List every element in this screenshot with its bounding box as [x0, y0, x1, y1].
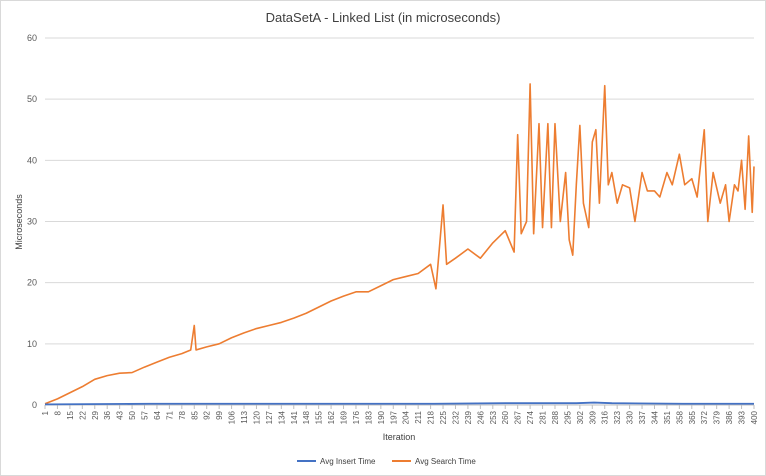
x-tick-label: 267 — [514, 410, 523, 424]
x-tick-label: 71 — [165, 410, 174, 419]
y-tick-label: 40 — [27, 155, 37, 165]
chart-title: DataSetA - Linked List (in microseconds) — [266, 10, 501, 25]
x-tick-label: 57 — [141, 410, 150, 419]
x-tick-label: 99 — [215, 410, 224, 419]
x-tick-label: 295 — [563, 410, 572, 424]
y-tick-labels: 0 10 20 30 40 50 60 — [27, 33, 37, 410]
legend-label-avg-insert-time: Avg Insert Time — [320, 457, 376, 466]
x-tick-label: 337 — [638, 410, 647, 424]
x-tick-label: 113 — [240, 410, 249, 423]
x-tick-label: 85 — [190, 410, 199, 419]
x-tick-label: 169 — [340, 410, 349, 424]
x-tick-label: 330 — [626, 410, 635, 424]
grid-layer — [45, 37, 754, 406]
x-tick-label: 386 — [725, 410, 734, 424]
x-tick-label: 211 — [414, 410, 423, 423]
series-line-avg-search-time — [44, 83, 755, 405]
x-tick-label: 365 — [688, 410, 697, 424]
x-tick-label: 323 — [613, 410, 622, 424]
legend-label-avg-search-time: Avg Search Time — [415, 457, 476, 466]
x-tick-label: 50 — [128, 410, 137, 419]
x-tick-label: 274 — [526, 410, 535, 424]
x-tick-label: 309 — [588, 410, 597, 424]
x-tick-label: 22 — [78, 410, 87, 419]
x-tick-label: 162 — [327, 410, 336, 424]
x-tick-label: 218 — [427, 410, 436, 424]
x-tick-label: 183 — [364, 410, 373, 424]
x-tick-label: 127 — [265, 410, 274, 424]
x-tick-label: 155 — [315, 410, 324, 424]
x-tick-label: 120 — [252, 410, 261, 424]
x-tick-label: 204 — [402, 410, 411, 424]
x-tick-label: 393 — [738, 410, 747, 424]
y-tick-label: 50 — [27, 94, 37, 104]
x-tick-label: 400 — [750, 410, 759, 424]
x-tick-label: 316 — [601, 410, 610, 424]
y-tick-label: 20 — [27, 278, 37, 288]
x-tick-label: 239 — [464, 410, 473, 424]
x-tick-label: 379 — [713, 410, 722, 424]
x-tick-label: 281 — [539, 410, 548, 424]
x-tick-label: 92 — [203, 410, 212, 419]
x-tick-label: 134 — [277, 410, 286, 424]
x-tick-label: 253 — [489, 410, 498, 424]
x-tick-label: 78 — [178, 410, 187, 419]
y-tick-label: 60 — [27, 33, 37, 43]
x-axis-title: Iteration — [383, 432, 416, 442]
x-tick-label: 288 — [551, 410, 560, 424]
y-tick-label: 0 — [32, 400, 37, 410]
x-tick-label: 197 — [389, 410, 398, 424]
x-tick-labels: 1 8 15 22 29 36 43 50 57 64 71 78 85 92 99 106 113 120 127… — [41, 405, 759, 424]
x-tick-label: 372 — [700, 410, 709, 424]
x-tick-label: 232 — [451, 410, 460, 424]
x-tick-label: 358 — [675, 410, 684, 424]
x-tick-label: 246 — [476, 410, 485, 424]
x-tick-label: 302 — [576, 410, 585, 424]
legend: Avg Insert Time Avg Search Time — [297, 457, 476, 466]
x-tick-label: 141 — [290, 410, 299, 424]
y-tick-label: 10 — [27, 339, 37, 349]
x-tick-label: 36 — [103, 410, 112, 419]
x-tick-label: 64 — [153, 410, 162, 419]
y-tick-label: 30 — [27, 217, 37, 227]
x-tick-label: 260 — [501, 410, 510, 424]
x-tick-label: 106 — [228, 410, 237, 424]
x-tick-label: 351 — [663, 410, 672, 424]
x-tick-label: 8 — [53, 410, 62, 415]
x-tick-label: 29 — [91, 410, 100, 419]
y-axis-title: Microseconds — [14, 194, 24, 250]
x-tick-label: 176 — [352, 410, 361, 424]
x-tick-label: 344 — [650, 410, 659, 424]
series-layer — [44, 83, 755, 406]
series-line-avg-insert-time — [44, 401, 754, 406]
x-tick-label: 15 — [66, 410, 75, 419]
x-tick-label: 190 — [377, 410, 386, 424]
x-tick-label: 1 — [41, 410, 50, 415]
x-tick-label: 43 — [116, 410, 125, 419]
x-tick-label: 225 — [439, 410, 448, 424]
x-tick-label: 148 — [302, 410, 311, 424]
